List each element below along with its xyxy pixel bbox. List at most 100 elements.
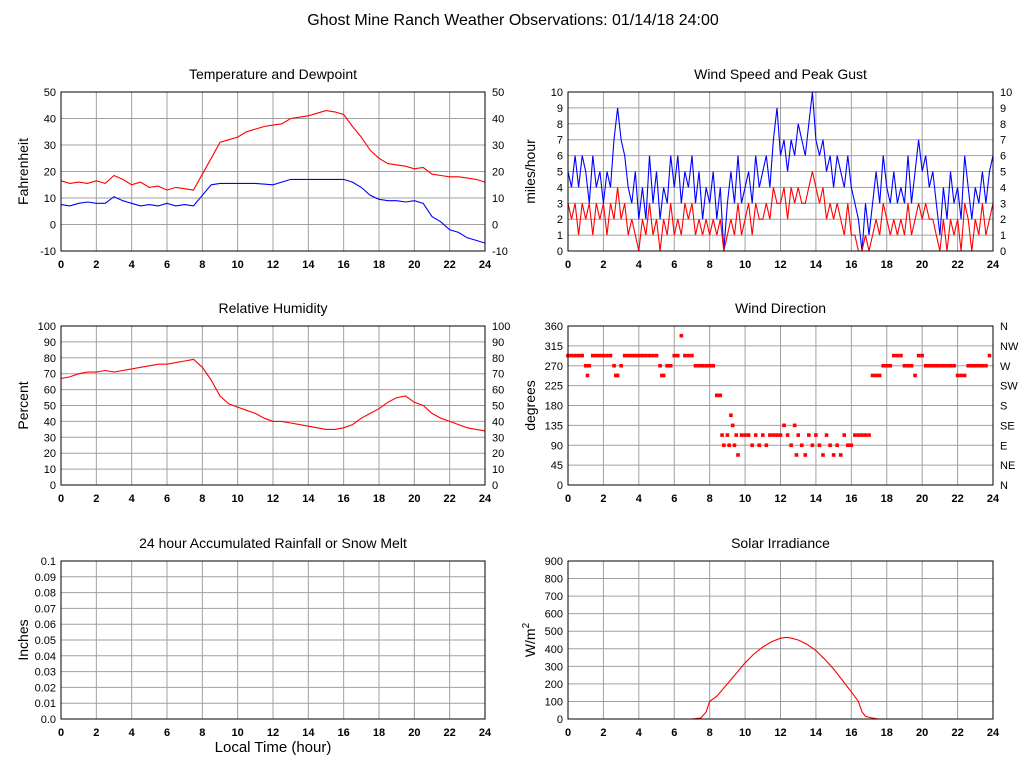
data-point (697, 363, 701, 368)
right-y-tick-label: NW (1000, 341, 1019, 353)
data-point (633, 353, 638, 358)
right-y-tick-label: 50 (492, 401, 504, 413)
data-point (718, 393, 723, 398)
data-point (585, 373, 590, 378)
y-tick-label: 0.1 (41, 556, 56, 568)
x-tick-label: 0 (58, 727, 64, 739)
data-point (835, 443, 839, 448)
y-tick-label: 0.02 (35, 682, 56, 694)
data-point (838, 453, 843, 457)
x-tick-label: 18 (881, 727, 893, 739)
data-point (920, 353, 924, 358)
x-tick-label: 22 (951, 727, 963, 739)
x-tick-label: 20 (916, 493, 928, 505)
data-point (764, 443, 769, 448)
x-tick-label: 8 (199, 493, 205, 505)
data-point (966, 363, 971, 368)
x-tick-label: 0 (565, 259, 571, 271)
data-point (683, 353, 687, 358)
data-point (722, 443, 726, 448)
data-point (899, 353, 903, 358)
data-point (884, 363, 889, 368)
data-point (807, 433, 811, 437)
data-point (916, 353, 921, 358)
data-point (605, 353, 609, 358)
right-y-tick-label: 6 (1000, 151, 1006, 163)
y-tick-label: 20 (44, 167, 56, 179)
data-point (902, 363, 907, 368)
data-point (853, 433, 857, 437)
data-point (690, 353, 694, 358)
x-tick-label: 22 (951, 493, 963, 505)
data-point (927, 363, 932, 368)
data-point (959, 373, 963, 378)
x-tick-label: 2 (600, 727, 606, 739)
x-tick-label: 6 (671, 259, 677, 271)
data-point (573, 353, 577, 358)
data-point (771, 433, 776, 437)
x-axis-label: Local Time (hour) (215, 739, 332, 756)
right-y-tick-label: 0 (492, 220, 498, 232)
right-y-tick-label: S (1000, 401, 1007, 413)
data-point (955, 373, 960, 378)
y-tick-label: 40 (44, 114, 56, 126)
x-tick-label: 6 (671, 493, 677, 505)
x-tick-label: 2 (93, 493, 99, 505)
data-point (640, 353, 645, 358)
x-tick-label: 14 (810, 259, 823, 271)
x-tick-label: 16 (338, 727, 350, 739)
y-axis-label: W/m2 (521, 622, 538, 657)
page-title: Ghost Mine Ranch Weather Observations: 0… (307, 12, 719, 29)
data-point (828, 443, 832, 448)
right-y-tick-label: 0 (1000, 246, 1006, 258)
x-tick-label: 20 (916, 259, 928, 271)
data-point (881, 363, 886, 368)
y-axis-label: degrees (522, 380, 538, 431)
data-point (952, 363, 956, 368)
data-point (661, 373, 666, 378)
x-tick-label: 4 (636, 727, 643, 739)
y-tick-label: 300 (545, 661, 563, 673)
data-point (725, 433, 730, 437)
data-point (672, 353, 677, 358)
x-tick-label: 22 (444, 259, 456, 271)
data-point (612, 363, 616, 368)
y-tick-label: 200 (545, 679, 563, 691)
chart-title: 24 hour Accumulated Rainfall or Snow Mel… (139, 535, 407, 551)
x-tick-label: 10 (739, 493, 751, 505)
data-point (651, 353, 655, 358)
data-point (803, 453, 808, 457)
x-tick-label: 12 (774, 493, 786, 505)
y-tick-label: 0 (50, 480, 56, 492)
y-tick-label: 180 (545, 401, 563, 413)
x-tick-label: 10 (232, 727, 244, 739)
data-point (814, 433, 818, 437)
y-axis-label: Fahrenheit (15, 138, 31, 205)
x-tick-label: 24 (479, 727, 492, 739)
data-point (796, 433, 801, 437)
right-y-tick-label: 4 (1000, 182, 1006, 194)
x-tick-label: 6 (671, 727, 677, 739)
y-tick-label: 4 (557, 182, 563, 194)
data-point (909, 363, 914, 368)
x-tick-label: 10 (232, 259, 244, 271)
data-point (736, 453, 740, 457)
y-tick-label: 0 (557, 246, 563, 258)
data-point (601, 353, 606, 358)
data-point (700, 363, 705, 368)
y-tick-label: 700 (545, 591, 563, 603)
x-tick-label: 10 (739, 259, 751, 271)
y-tick-label: 9 (557, 103, 563, 115)
y-tick-label: 800 (545, 574, 563, 586)
series-line-0 (60, 358, 486, 432)
right-y-tick-label: N (1000, 321, 1008, 333)
x-tick-label: 18 (881, 259, 893, 271)
data-point (608, 353, 613, 358)
chart-title: Wind Direction (735, 300, 826, 316)
x-tick-label: 18 (373, 259, 385, 271)
x-tick-label: 12 (267, 259, 279, 271)
data-point (622, 353, 627, 358)
right-y-tick-label: 5 (1000, 167, 1006, 179)
